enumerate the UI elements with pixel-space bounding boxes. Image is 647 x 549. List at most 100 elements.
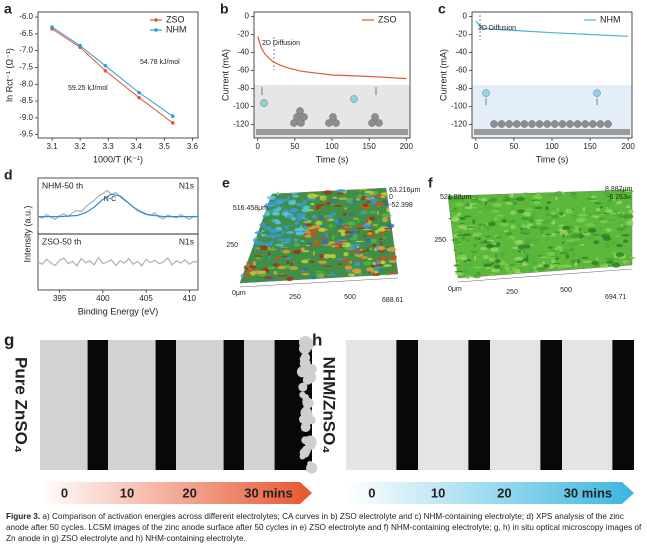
- surface-texture: [462, 269, 469, 274]
- surface-texture: [456, 212, 462, 217]
- surface-texture: [473, 207, 477, 209]
- surface-texture: [455, 202, 464, 207]
- surface-texture: [259, 245, 269, 250]
- surface-texture: [381, 200, 388, 203]
- surface-texture: [304, 223, 313, 226]
- surface-texture: [283, 237, 292, 242]
- surface-label: 0: [389, 194, 393, 201]
- surface-texture: [580, 256, 589, 259]
- surface-texture: [480, 197, 488, 202]
- legend-label: ZSO: [378, 14, 397, 24]
- surface-label: 688.61: [382, 297, 404, 304]
- surface-texture: [246, 263, 250, 268]
- series-line: [475, 20, 629, 37]
- panel-letter: c: [438, 1, 446, 17]
- surface-texture: [469, 226, 473, 228]
- surface-texture: [561, 191, 565, 195]
- surface-texture: [292, 194, 300, 198]
- surface-texture: [366, 221, 371, 224]
- surface-texture: [383, 227, 392, 230]
- surface-texture: [380, 260, 386, 265]
- surface-label: 250: [289, 294, 301, 301]
- surface-texture: [381, 213, 392, 218]
- surface-texture: [338, 237, 349, 240]
- series-line: [257, 36, 407, 80]
- surface-texture: [447, 195, 453, 201]
- surface-texture: [506, 221, 516, 224]
- surface-texture: [542, 264, 550, 268]
- surface-texture: [514, 265, 525, 267]
- x-tick-label: 410: [183, 294, 197, 303]
- surface-texture: [574, 261, 578, 267]
- y-axis-label: Current (mA): [438, 49, 448, 101]
- surface-texture: [510, 224, 515, 230]
- surface-texture: [346, 224, 351, 228]
- axis: [239, 277, 399, 288]
- x-tick-label: 200: [622, 142, 636, 151]
- surface-texture: [605, 228, 612, 232]
- surface-texture: [556, 257, 559, 261]
- x-tick-label: 405: [139, 294, 153, 303]
- panel-letter: d: [4, 167, 13, 183]
- surface-texture: [621, 260, 630, 264]
- surface-texture: [292, 250, 301, 255]
- surface-texture: [472, 274, 481, 279]
- surface-texture: [280, 224, 283, 227]
- surface-texture: [291, 217, 297, 221]
- surface-label: 694.71: [605, 294, 627, 301]
- surface-texture: [274, 221, 278, 223]
- surface-texture: [301, 229, 311, 231]
- surface-texture: [252, 261, 257, 266]
- surface-texture: [559, 206, 564, 208]
- surface-texture: [553, 231, 561, 234]
- surface-texture: [623, 226, 628, 228]
- surface-texture: [485, 236, 491, 238]
- surface-texture: [304, 218, 309, 222]
- caption-text: a) Comparison of activation energies acr…: [6, 512, 642, 543]
- surface-texture: [588, 212, 593, 216]
- surface-texture: [547, 251, 555, 256]
- surface-texture: [501, 218, 507, 224]
- surface-texture: [263, 276, 273, 279]
- surface-texture: [503, 230, 509, 233]
- surface-texture: [525, 208, 533, 211]
- x-tick-label: 150: [362, 142, 376, 151]
- annotation: 2D Diffusion: [262, 40, 300, 47]
- surface-texture: [254, 254, 263, 257]
- surface-label: 250: [434, 237, 446, 244]
- x-tick-label: 3.3: [103, 142, 115, 151]
- surface-texture: [561, 241, 565, 244]
- panel-letter: h: [312, 330, 322, 349]
- surface-texture: [570, 247, 574, 252]
- surface-texture: [570, 233, 581, 239]
- surface-texture: [617, 244, 621, 246]
- surface-texture: [324, 232, 328, 236]
- surface-texture: [467, 224, 475, 227]
- surface-texture: [457, 260, 460, 265]
- surface-texture: [554, 191, 564, 197]
- surface-texture: [359, 211, 366, 215]
- surface-texture: [303, 221, 311, 224]
- surface-texture: [556, 207, 560, 212]
- surface-texture: [344, 265, 353, 270]
- surface-texture: [336, 225, 343, 228]
- surface-texture: [310, 202, 315, 206]
- y-axis-label: ln Rct⁻¹ (Ω⁻¹): [4, 48, 14, 102]
- surface-texture: [559, 247, 563, 252]
- surface-texture: [607, 218, 617, 221]
- surface-texture: [470, 250, 478, 253]
- series-line: [38, 193, 198, 218]
- surface-texture: [577, 218, 587, 221]
- surface-texture: [532, 195, 542, 199]
- surface-texture: [595, 212, 603, 214]
- surface-texture: [508, 271, 512, 275]
- surface-texture: [283, 225, 289, 230]
- y-tick-label: -60: [237, 66, 249, 75]
- surface-texture: [382, 236, 387, 239]
- surface-texture: [606, 260, 614, 264]
- surface-texture: [516, 197, 525, 201]
- surface-texture: [479, 241, 486, 244]
- ion-ball: [490, 120, 498, 128]
- surface-texture: [582, 206, 586, 212]
- surface-texture: [621, 234, 630, 237]
